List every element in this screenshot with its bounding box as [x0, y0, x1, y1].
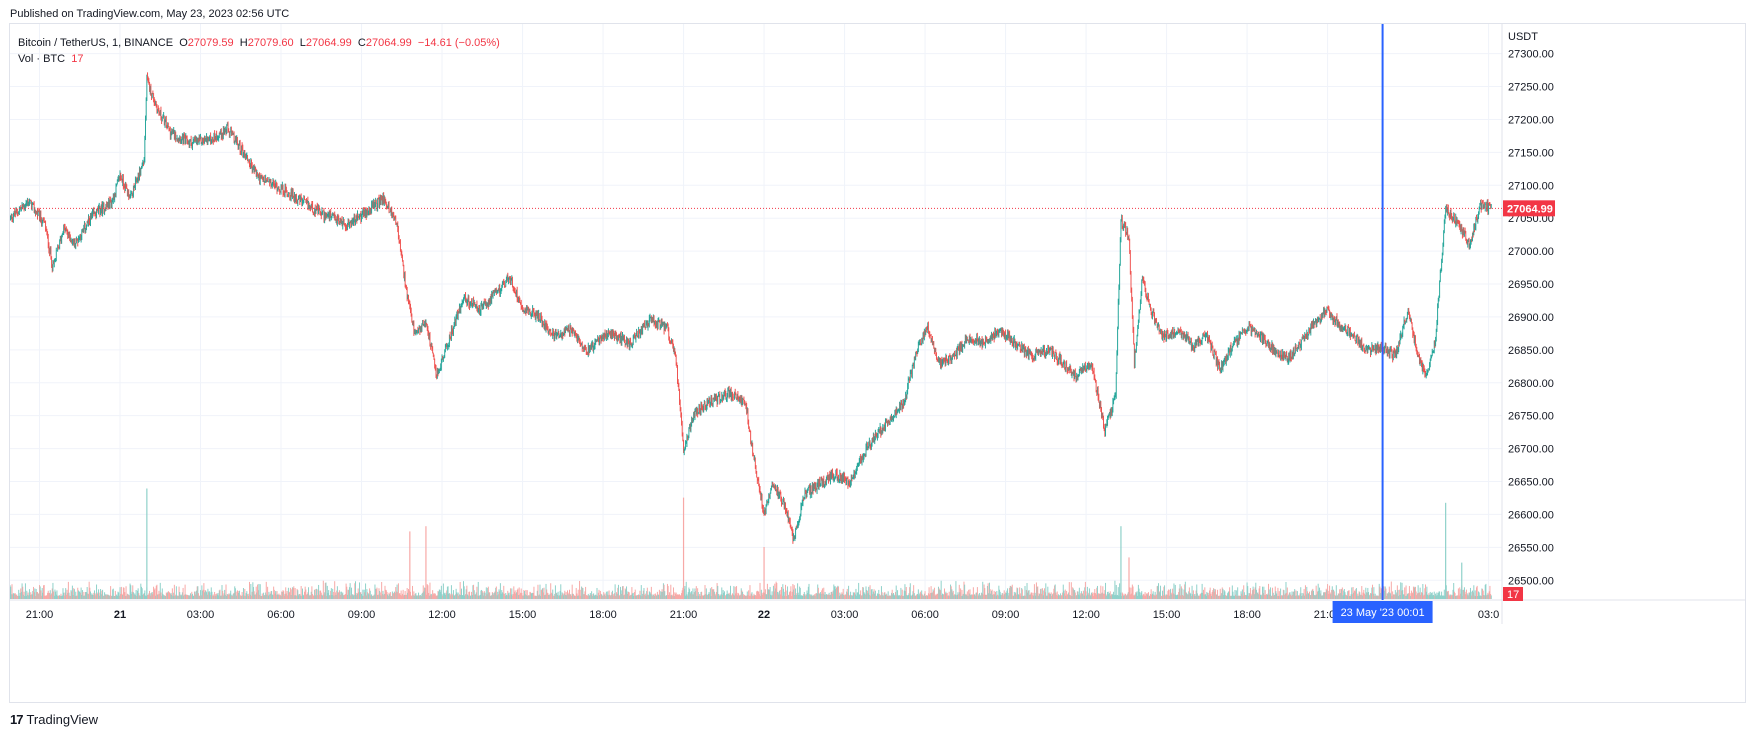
time-tick-label: 12:00	[1072, 609, 1100, 621]
price-tick-label: 27250.00	[1508, 82, 1554, 94]
price-tick-label: 26500.00	[1508, 575, 1554, 587]
currency-label: USDT	[1508, 31, 1538, 43]
tradingview-logo[interactable]: 17 TradingView	[10, 712, 98, 727]
time-tick-label: 06:00	[267, 609, 295, 621]
time-tick-label: 06:00	[911, 609, 939, 621]
time-tick-label: 09:00	[348, 609, 376, 621]
legend-low-label: L	[299, 37, 306, 49]
legend-open-label: O	[179, 37, 188, 49]
time-tick-label: 21:00	[26, 609, 54, 621]
price-tick-label: 27300.00	[1508, 49, 1554, 61]
crosshair-time-tag	[1332, 601, 1433, 623]
time-tick-label: 18:00	[589, 609, 617, 621]
legend-volume-value: 17	[71, 53, 84, 65]
tradingview-logo-mark: 17	[10, 712, 24, 727]
chart-legend: Bitcoin / TetherUS, 1, BINANCE O27079.59…	[18, 35, 500, 67]
price-tick-label: 26600.00	[1508, 509, 1554, 521]
time-tick-label: 15:00	[509, 609, 537, 621]
time-tick-label: 03:00	[187, 609, 215, 621]
legend-symbol[interactable]: Bitcoin / TetherUS, 1, BINANCE	[18, 37, 174, 49]
chart-frame[interactable]: 27300.00 27250.00 27200.00 27150.00 27100.00…	[9, 23, 1746, 703]
price-tick-label: 26900.00	[1508, 312, 1554, 324]
price-tick-label: 26950.00	[1508, 279, 1554, 291]
crosshair-time-label: 23 May '23 00:01	[1341, 607, 1425, 619]
time-tick-label: 09:00	[992, 609, 1020, 621]
legend-high: 27079.60	[247, 37, 294, 49]
time-tick-label: 12:00	[428, 609, 456, 621]
price-tick-label: 26750.00	[1508, 411, 1554, 423]
legend-change: −14.61 (−0.05%)	[417, 37, 500, 49]
legend-close: 27064.99	[365, 37, 412, 49]
price-tick-label: 26850.00	[1508, 345, 1554, 357]
legend-low: 27064.99	[305, 37, 352, 49]
candles	[10, 72, 1492, 544]
volume-bars	[10, 580, 1492, 599]
volume-tag	[1503, 587, 1523, 601]
price-tick-label: 27200.00	[1508, 114, 1554, 126]
time-tick-label: 18:00	[1233, 609, 1261, 621]
price-tick-label: 26550.00	[1508, 542, 1554, 554]
tradingview-brand: TradingView	[26, 712, 99, 727]
time-tick-label: 03:00	[831, 609, 859, 621]
published-caption: Published on TradingView.com, May 23, 20…	[10, 8, 290, 20]
price-tick-label: 26650.00	[1508, 477, 1554, 489]
legend-ohlc-row: Bitcoin / TetherUS, 1, BINANCE O27079.59…	[18, 35, 500, 51]
volume-tag-label: 17	[1507, 589, 1519, 601]
legend-open: 27079.59	[187, 37, 234, 49]
chart-canvas: 27300.00 27250.00 27200.00 27150.00 27100.00…	[10, 24, 1745, 624]
time-tick-label: 03:0	[1478, 609, 1499, 621]
legend-close-label: C	[357, 37, 366, 49]
price-tick-label: 26700.00	[1508, 444, 1554, 456]
legend-volume-label[interactable]: Vol · BTC	[18, 53, 66, 65]
time-tick-label: 21	[114, 609, 126, 621]
time-tick-label: 15:00	[1153, 609, 1181, 621]
legend-high-label: H	[239, 37, 248, 49]
last-price-label: 27064.99	[1507, 203, 1553, 215]
price-tick-label: 27100.00	[1508, 180, 1554, 192]
legend-volume-row: Vol · BTC 17	[18, 51, 500, 67]
time-tick-label: 21:00	[670, 609, 698, 621]
last-price-tag	[1503, 200, 1555, 217]
time-tick-label: 22	[758, 609, 770, 621]
price-tick-label: 27150.00	[1508, 147, 1554, 159]
price-tick-label: 27000.00	[1508, 246, 1554, 258]
price-tick-label: 26800.00	[1508, 378, 1554, 390]
